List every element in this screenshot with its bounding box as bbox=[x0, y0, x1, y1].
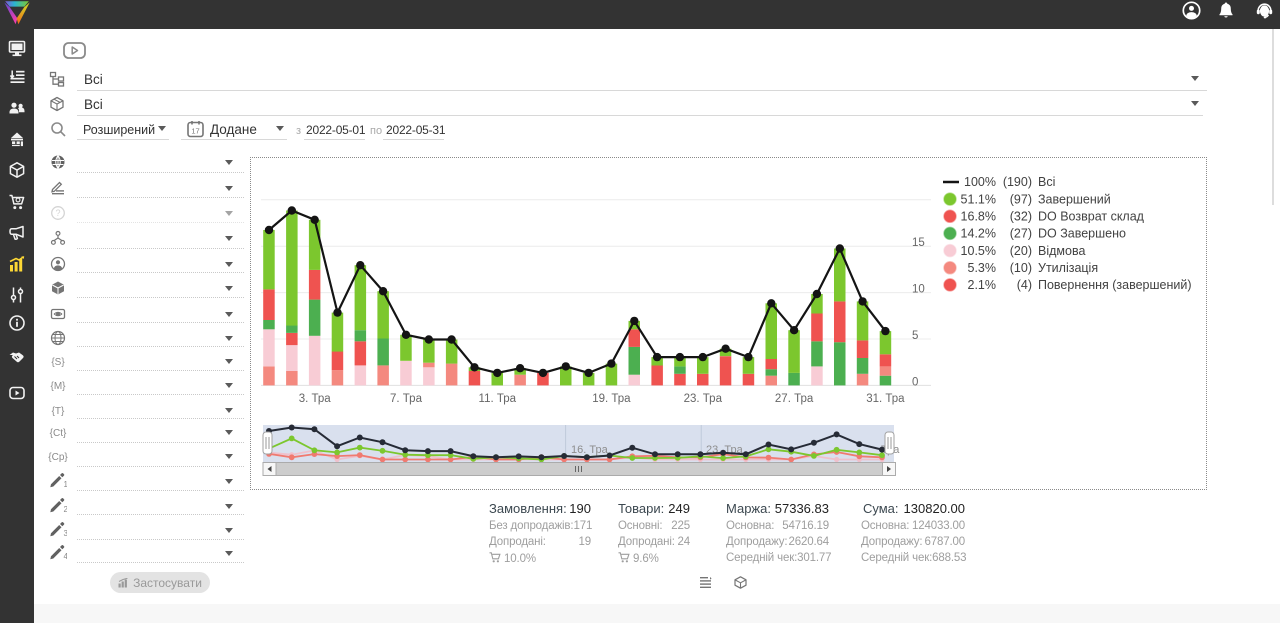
svg-text:31. Тра: 31. Тра bbox=[866, 393, 905, 405]
svg-text:5.3%: 5.3% bbox=[968, 261, 997, 275]
svg-text:3: 3 bbox=[64, 529, 68, 538]
svg-text:23. Тра: 23. Тра bbox=[684, 393, 723, 405]
svg-text:(190): (190) bbox=[1003, 175, 1032, 189]
svg-text:2.1%: 2.1% bbox=[968, 278, 997, 292]
svg-text:5: 5 bbox=[912, 330, 918, 342]
svg-text:4: 4 bbox=[64, 552, 68, 561]
svg-text:{S}: {S} bbox=[51, 357, 65, 368]
svg-text:DO Возврат склад: DO Возврат склад bbox=[1038, 210, 1145, 224]
svg-text:{T}: {T} bbox=[52, 406, 65, 417]
svg-text:DO Завершено: DO Завершено bbox=[1038, 227, 1126, 241]
svg-text:Повернення (завершений): Повернення (завершений) bbox=[1038, 278, 1192, 292]
svg-text:10.5%: 10.5% bbox=[961, 244, 996, 258]
svg-text:27. Тра: 27. Тра bbox=[775, 393, 814, 405]
svg-text:(10): (10) bbox=[1010, 261, 1032, 275]
svg-text:(32): (32) bbox=[1010, 210, 1032, 224]
svg-text:(4): (4) bbox=[1017, 278, 1032, 292]
svg-text:19. Тра: 19. Тра bbox=[592, 393, 631, 405]
svg-text:Відмова: Відмова bbox=[1038, 244, 1085, 258]
svg-text:11. Тра: 11. Тра bbox=[479, 393, 517, 405]
svg-text:14.2%: 14.2% bbox=[961, 227, 996, 241]
svg-text:{Cp}: {Cp} bbox=[48, 452, 68, 463]
svg-text:(20): (20) bbox=[1010, 244, 1032, 258]
svg-text:16. Тра: 16. Тра bbox=[571, 444, 609, 456]
svg-text:1: 1 bbox=[64, 480, 68, 489]
svg-text:{Ct}: {Ct} bbox=[50, 428, 67, 439]
svg-text:2: 2 bbox=[64, 505, 68, 514]
svg-text:?: ? bbox=[55, 208, 60, 218]
svg-text:17: 17 bbox=[191, 127, 199, 136]
svg-text:10: 10 bbox=[912, 284, 925, 296]
svg-text:Всі: Всі bbox=[1038, 175, 1055, 189]
svg-text:7. Тра: 7. Тра bbox=[390, 393, 423, 405]
svg-text:Завершений: Завершений bbox=[1038, 192, 1111, 206]
svg-text:3. Тра: 3. Тра bbox=[299, 393, 332, 405]
svg-text:(97): (97) bbox=[1010, 192, 1032, 206]
svg-text:16.8%: 16.8% bbox=[961, 210, 996, 224]
svg-text:(27): (27) bbox=[1010, 227, 1032, 241]
svg-text:100%: 100% bbox=[964, 175, 996, 189]
svg-text:{M}: {M} bbox=[50, 381, 66, 392]
svg-text:Утилізація: Утилізація bbox=[1038, 261, 1098, 275]
svg-text:15: 15 bbox=[912, 237, 925, 249]
svg-text:0: 0 bbox=[912, 376, 918, 388]
svg-text:51.1%: 51.1% bbox=[961, 192, 996, 206]
